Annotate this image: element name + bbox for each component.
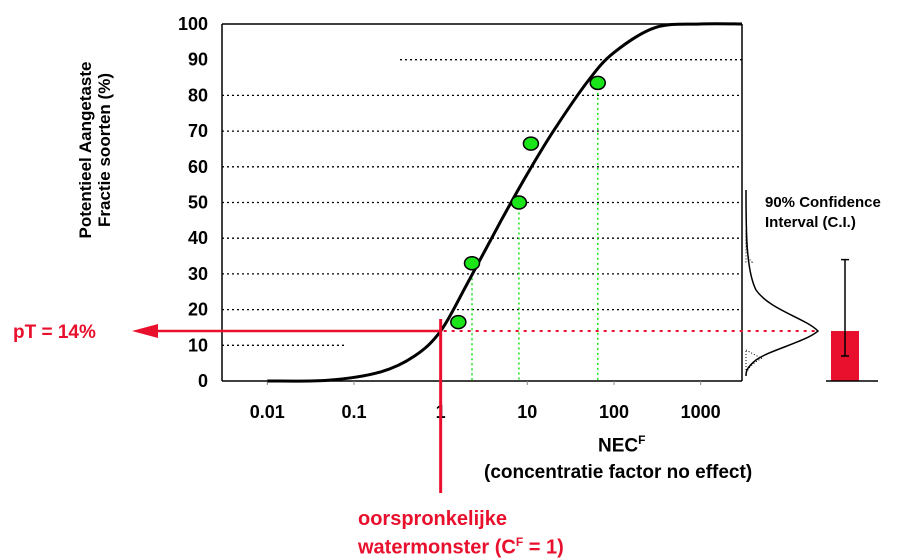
- x-tick-label: 0.01: [250, 402, 285, 422]
- ci-title-line1: 90% Confidence: [765, 194, 881, 211]
- data-points: [450, 75, 607, 330]
- data-point: [522, 136, 540, 151]
- y-tick-label: 50: [188, 193, 208, 213]
- y-tick-labels: 0 10 20 30 40 50 60 70 80 90 100: [178, 14, 208, 391]
- ci-title: 90% Confidence Interval (C.I.): [765, 193, 881, 233]
- y-tick-label: 10: [188, 335, 208, 355]
- origin-label-sup: F: [515, 535, 524, 549]
- y-tick-label: 90: [188, 50, 208, 70]
- y-axis-label-line2: Fractie soorten (%): [95, 73, 114, 227]
- y-tick-label: 40: [188, 228, 208, 248]
- data-point: [450, 314, 467, 330]
- y-tick-label: 0: [198, 371, 208, 391]
- pt-arrow-head: [132, 324, 158, 339]
- data-point: [510, 195, 528, 210]
- data-point: [463, 255, 481, 271]
- x-tick-label: 10: [517, 402, 537, 422]
- confidence-interval: [745, 189, 878, 382]
- x-axis-sublabel: (concentratie factor no effect): [484, 462, 753, 483]
- x-axis-label-sup: F: [638, 433, 646, 447]
- pt-label: pT = 14%: [13, 322, 96, 343]
- y-axis-label-line1: Potentieel Aangetaste: [76, 61, 95, 239]
- x-axis-label: NECF: [598, 433, 645, 457]
- y-tick-label: 70: [188, 121, 208, 141]
- origin-label-line2: watermonster (CF = 1): [358, 535, 564, 560]
- y-tick-label: 80: [188, 85, 208, 105]
- origin-label-end: = 1): [523, 536, 564, 559]
- x-tick-label: 0.1: [341, 402, 366, 422]
- x-tick-label: 100: [599, 402, 629, 422]
- origin-label-line1: oorspronkelijke: [358, 508, 507, 530]
- origin-label-text: watermonster (C: [358, 536, 516, 559]
- x-tick-label: 1000: [681, 402, 721, 422]
- ci-tail-upper: [745, 229, 754, 263]
- guide-lines: [471, 82, 599, 381]
- x-axis-label-text: NEC: [598, 435, 639, 457]
- y-tick-label: 100: [178, 14, 208, 34]
- y-tick-label: 30: [188, 264, 208, 284]
- data-point: [589, 75, 607, 91]
- grid-lines: [222, 59, 742, 346]
- y-tick-label: 60: [188, 157, 208, 177]
- x-tick-labels: 0.010.11101001000: [250, 402, 721, 422]
- ci-title-line2: Interval (C.I.): [765, 214, 856, 231]
- y-tick-label: 20: [188, 300, 208, 320]
- pt-highlight: [132, 319, 818, 493]
- ci-distribution-curve: [745, 189, 820, 377]
